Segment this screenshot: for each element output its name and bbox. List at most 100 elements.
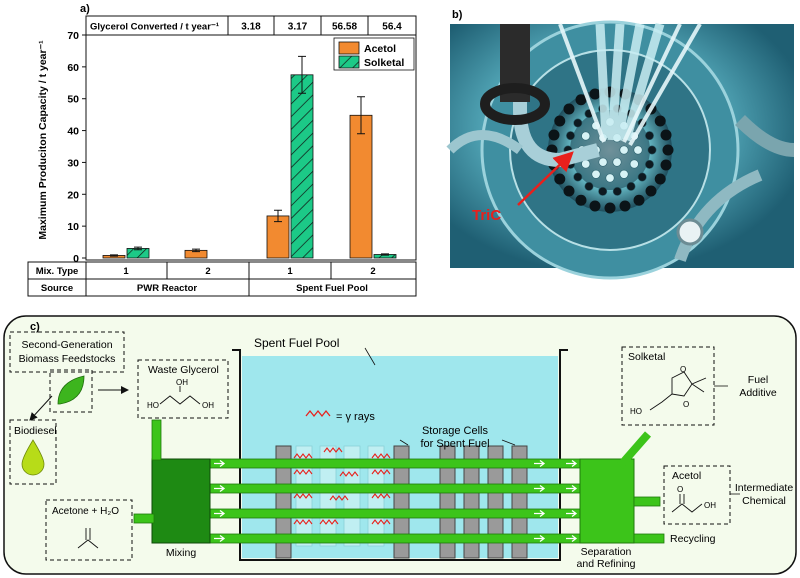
fuel-element bbox=[573, 118, 583, 128]
mix-type-value: 2 bbox=[205, 266, 210, 277]
outer-hole bbox=[575, 194, 587, 206]
outer-hole bbox=[554, 173, 566, 185]
acetone-structure bbox=[77, 539, 99, 549]
y-tick-label: 30 bbox=[67, 157, 79, 169]
outer-hole bbox=[654, 173, 666, 185]
biodiesel-box bbox=[9, 419, 57, 485]
leaf-icon bbox=[57, 375, 85, 405]
panel-c-label: c) bbox=[30, 321, 40, 333]
gamma-ray bbox=[371, 469, 391, 475]
waste-glycerol-label: Waste Glycerol bbox=[148, 364, 219, 376]
gamma-ray bbox=[293, 519, 313, 525]
bar-solketal bbox=[290, 74, 314, 259]
outer-hole bbox=[619, 200, 631, 212]
gamma-ray bbox=[293, 469, 313, 475]
acetol-label: Acetol bbox=[672, 470, 701, 482]
outer-hole bbox=[633, 194, 645, 206]
acetone-box bbox=[45, 499, 133, 561]
bar-acetol bbox=[349, 114, 373, 259]
bar-acetol bbox=[266, 215, 290, 259]
mixing-tank bbox=[151, 458, 211, 544]
feedstock-box bbox=[9, 331, 125, 373]
converted-value: 56.4 bbox=[382, 22, 402, 33]
gamma-ray bbox=[319, 519, 339, 525]
storage-label-line2: for Spent Fuel bbox=[420, 438, 489, 450]
flow-arrow bbox=[534, 534, 546, 543]
error-bar bbox=[274, 209, 282, 223]
reactor-photo: TriC bbox=[446, 20, 795, 280]
source-label: Source bbox=[41, 283, 73, 294]
outer-hole bbox=[563, 185, 575, 197]
fuel-element bbox=[591, 169, 601, 179]
glycerol-inlet-pipe bbox=[151, 419, 162, 461]
solketal-label: Solketal bbox=[628, 351, 665, 363]
gamma-rays bbox=[293, 447, 391, 525]
solketal-o: O bbox=[680, 365, 686, 374]
glycerol-oh: OH bbox=[176, 378, 188, 387]
mix-type-label: Mix. Type bbox=[36, 266, 79, 277]
recycling-label: Recycling bbox=[670, 533, 716, 545]
fuel-additive-line1: Fuel bbox=[748, 374, 768, 386]
y-tick-label: 10 bbox=[67, 221, 79, 233]
converted-value: 3.17 bbox=[288, 22, 308, 33]
gamma-ray bbox=[293, 493, 313, 499]
tric-label: TriC bbox=[472, 207, 501, 224]
converted-table: Glycerol Converted / t year⁻¹ 3.18 3.17 … bbox=[85, 15, 417, 36]
legend-swatch-solketal bbox=[338, 55, 360, 69]
error-bar bbox=[298, 55, 306, 94]
plot-frame bbox=[85, 15, 417, 261]
biodiesel-label: Biodiesel bbox=[14, 425, 57, 437]
outer-hole bbox=[654, 115, 666, 127]
panel-a: a) Maximum Produciton Capacity / t year⁻… bbox=[27, 3, 417, 297]
error-bar bbox=[357, 96, 365, 135]
legend-label-acetol: Acetol bbox=[364, 43, 396, 55]
y-axis-ticks: 0 10 20 30 40 50 60 70 bbox=[67, 30, 86, 265]
y-tick-label: 40 bbox=[67, 126, 79, 138]
fuel-element bbox=[605, 173, 615, 183]
mixing-label: Mixing bbox=[166, 547, 197, 559]
legend-swatch-acetol bbox=[338, 41, 360, 55]
flow-arrow bbox=[214, 534, 226, 543]
fuel-element bbox=[619, 169, 629, 179]
fuel-element bbox=[619, 145, 629, 155]
outer-hole bbox=[563, 103, 575, 115]
acetol-outlet-pipe bbox=[633, 496, 661, 507]
oil-drop-icon bbox=[21, 439, 45, 476]
outer-hole bbox=[662, 144, 674, 156]
outer-hole bbox=[660, 159, 672, 171]
source-value: Spent Fuel Pool bbox=[296, 283, 368, 294]
panel-b: b) bbox=[446, 9, 795, 280]
flow-arrow bbox=[566, 459, 578, 468]
outer-hole bbox=[548, 129, 560, 141]
y-tick-label: 0 bbox=[73, 253, 79, 265]
flow-arrow bbox=[566, 534, 578, 543]
fuel-element bbox=[584, 181, 594, 191]
leaf-box bbox=[49, 369, 93, 413]
outer-hole bbox=[660, 129, 672, 141]
y-tick-label: 60 bbox=[67, 62, 79, 74]
fuel-element bbox=[612, 157, 622, 167]
intermediate-line2: Chemical bbox=[742, 495, 786, 507]
gamma-ray bbox=[339, 471, 359, 477]
glycerol-structure bbox=[159, 395, 201, 405]
mix-type-value: 2 bbox=[370, 266, 375, 277]
y-tick-label: 50 bbox=[67, 94, 79, 106]
legend-label-solketal: Solketal bbox=[364, 57, 404, 69]
separation-label-line1: Separation bbox=[581, 546, 632, 558]
mix-type-value: 1 bbox=[123, 266, 129, 277]
gamma-ray bbox=[371, 493, 391, 499]
gamma-ray bbox=[329, 495, 349, 501]
storage-cells bbox=[275, 445, 528, 559]
acetol-box bbox=[663, 465, 731, 525]
gamma-ray bbox=[371, 453, 391, 459]
intermediate-line1: Intermediate bbox=[735, 482, 794, 494]
y-axis-label: Maximum Produciton Capacity / t year⁻¹ bbox=[37, 40, 49, 240]
bars bbox=[102, 55, 397, 259]
panel-c: c) Spent Fuel Pool Storage Cells for Spe… bbox=[3, 315, 797, 575]
error-bar bbox=[134, 246, 142, 251]
legend: Acetol Solketal bbox=[333, 37, 415, 71]
acetol-oh: OH bbox=[704, 501, 716, 510]
flow-arrow bbox=[566, 484, 578, 493]
gamma-ray bbox=[371, 519, 391, 525]
